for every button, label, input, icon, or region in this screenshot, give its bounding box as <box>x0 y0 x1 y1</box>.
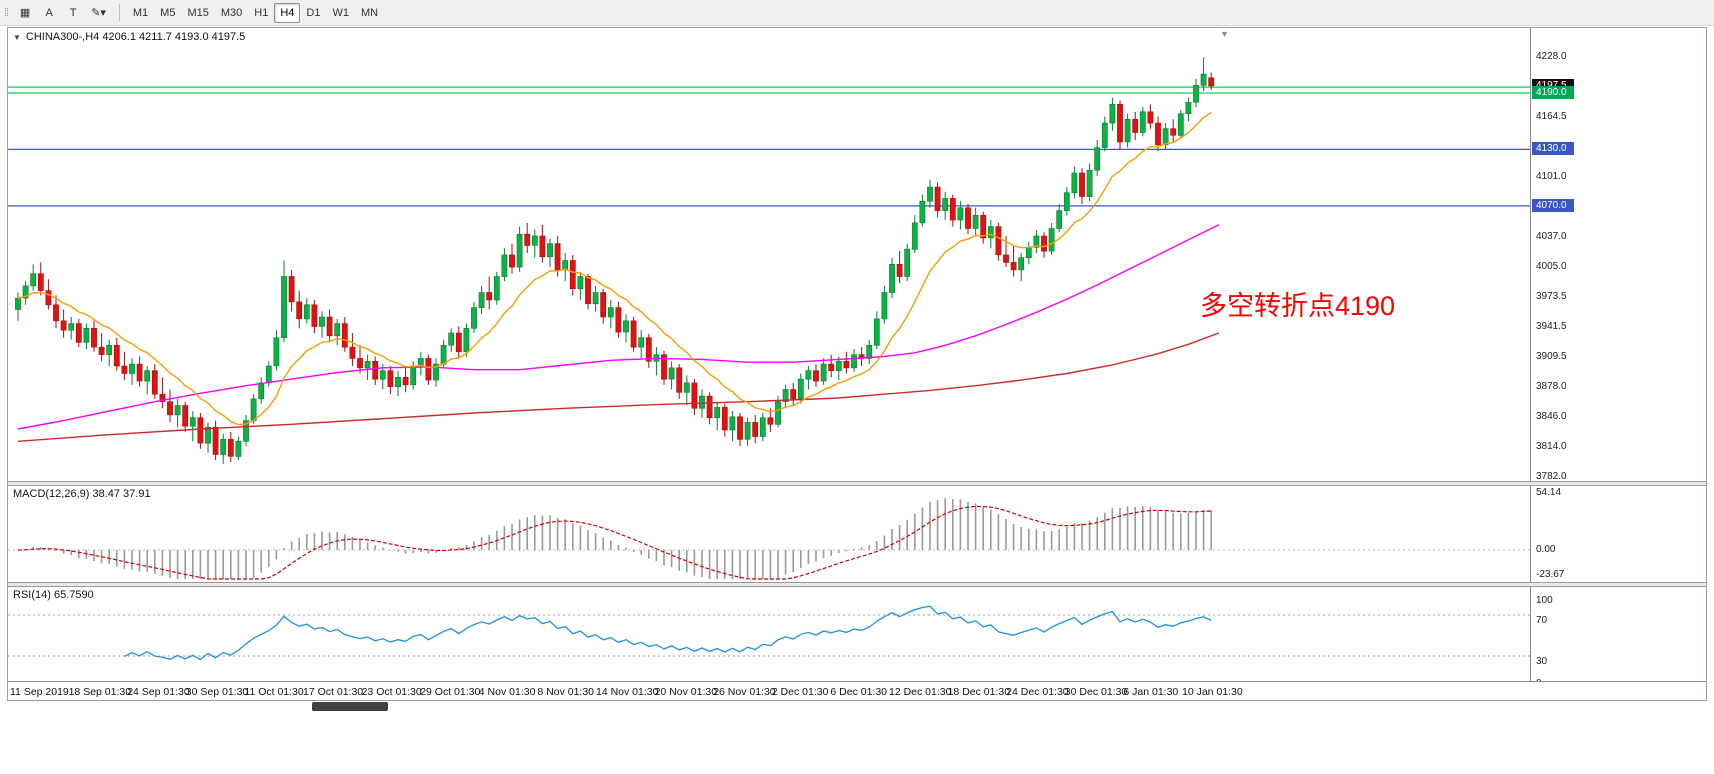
timeframe-m15-button[interactable]: M15 <box>187 6 209 19</box>
macd-panel[interactable] <box>8 486 1530 582</box>
price-label: 4164.5 <box>1536 110 1567 122</box>
rsi-axis-label: 100 <box>1536 595 1553 606</box>
timeframe-h4-button[interactable]: H4 <box>274 2 301 23</box>
time-label: 23 Oct 01:30 <box>361 686 422 698</box>
timeframe-m5-button[interactable]: M5 <box>160 6 176 19</box>
time-axis[interactable]: 11 Sep 2019 18 Sep 01:30 24 Sep 01:30 30 Se… <box>8 681 1706 700</box>
price-tag: 4070.0 <box>1532 198 1574 212</box>
time-label: 14 Nov 01:30 <box>596 686 659 698</box>
price-label: 3846.0 <box>1536 410 1567 422</box>
rsi-panel[interactable] <box>8 587 1530 681</box>
horizontal-lines <box>8 86 1530 207</box>
chart-annotation: 多空转折点4190 <box>1200 291 1396 321</box>
time-label: 11 Sep 2019 <box>10 686 69 698</box>
macd-label: MACD(12,26,9) 38.47 37.91 <box>13 488 151 500</box>
time-label: 18 Sep 01:30 <box>68 686 132 698</box>
timeframe-w1-button[interactable]: W1 <box>332 6 349 19</box>
price-label: 4037.0 <box>1536 230 1567 242</box>
timeframe-d1-button[interactable]: D1 <box>306 6 321 19</box>
time-label: 18 Dec 01:30 <box>947 686 1011 698</box>
cursor-tool-button[interactable]: A <box>45 6 53 19</box>
ma-orange-fast <box>17 112 1212 426</box>
toolbar-grip-icon[interactable]: ⁞⁞ <box>4 6 9 19</box>
bottom-scrollbar-thumb[interactable] <box>312 702 388 711</box>
rsi-label: RSI(14) 65.7590 <box>13 589 94 601</box>
rsi-axis-label: 70 <box>1536 615 1548 626</box>
timeframe-m30-button[interactable]: M30 <box>220 6 243 19</box>
price-label: 3973.5 <box>1536 290 1567 302</box>
price-label: 3909.5 <box>1536 351 1567 363</box>
price-tag: 4190.0 <box>1532 85 1574 99</box>
macd-axis-label: 54.14 <box>1536 487 1562 499</box>
candles <box>15 57 1215 464</box>
timeframe-mn-button[interactable]: MN <box>360 6 379 19</box>
time-label: 6 Jan 01:30 <box>1123 686 1179 698</box>
time-label: 30 Dec 01:30 <box>1064 686 1128 698</box>
toolbar-buttons: ▦ A T ✎▾ <box>13 2 112 23</box>
price-axis-line <box>1530 28 1531 681</box>
time-label: 24 Dec 01:30 <box>1006 686 1069 698</box>
panel-splitter-rsi[interactable] <box>8 582 1706 587</box>
rsi-axis-label: 30 <box>1536 656 1548 667</box>
time-label: 20 Nov 01:30 <box>654 686 718 698</box>
time-label: 10 Jan 01:30 <box>1182 686 1243 698</box>
time-label: 11 Oct 01:30 <box>244 686 304 698</box>
ma-magenta-mid <box>17 224 1220 430</box>
price-tag: 4130.0 <box>1532 142 1574 156</box>
time-label: 4 Nov 01:30 <box>478 686 536 698</box>
price-label: 3814.0 <box>1536 440 1567 452</box>
toolbar: ⁞⁞ ▦ A T ✎▾ M1 M5 M15 M30 H1 H4 D1 W1 MN <box>0 0 1714 26</box>
macd-axis-label: -23.67 <box>1536 568 1565 580</box>
macd-signal-line <box>17 505 1212 580</box>
time-label: 6 Dec 01:30 <box>830 686 888 698</box>
macd-histogram <box>24 498 1212 579</box>
price-label: 3878.0 <box>1536 380 1567 392</box>
chart-window[interactable]: ▼ CHINA300-,H4 4206.1 4211.7 4193.0 4197… <box>7 27 1707 701</box>
time-label: 24 Sep 01:30 <box>127 686 190 698</box>
time-label: 12 Dec 01:30 <box>889 686 952 698</box>
toolbar-separator <box>118 4 120 21</box>
timeframe-buttons: M1 M5 M15 M30 H1 H4 D1 W1 MN <box>127 2 384 23</box>
symbols-grid-button[interactable]: ▦ <box>19 6 31 19</box>
price-label: 4228.0 <box>1536 51 1567 63</box>
time-label: 29 Oct 01:30 <box>420 686 481 698</box>
time-label: 17 Oct 01:30 <box>303 686 364 698</box>
draw-color-button[interactable]: ✎▾ <box>91 6 106 19</box>
time-label: 26 Nov 01:30 <box>713 686 776 698</box>
collapse-icon[interactable]: ▼ <box>13 32 21 42</box>
chart-title: ▼ CHINA300-,H4 4206.1 4211.7 4193.0 4197… <box>13 31 245 43</box>
ma-red-slow <box>17 332 1220 442</box>
price-axis[interactable]: 4228.0 4164.5 4101.0 4037.0 4005.0 3973.5 3941… <box>1532 28 1706 689</box>
chart-shift-marker-icon[interactable]: ▼ <box>1220 29 1229 39</box>
price-label: 3782.0 <box>1536 471 1567 483</box>
main-price-chart[interactable] <box>8 28 1530 481</box>
text-tool-button[interactable]: T <box>69 6 77 19</box>
chart-title-text: CHINA300-,H4 4206.1 4211.7 4193.0 4197.5 <box>25 31 246 43</box>
panel-splitter-macd[interactable] <box>8 481 1706 486</box>
timeframe-h1-button[interactable]: H1 <box>254 6 269 19</box>
price-label: 4005.0 <box>1536 261 1567 273</box>
time-label: 30 Sep 01:30 <box>185 686 249 698</box>
price-label: 4101.0 <box>1536 170 1567 182</box>
macd-axis-label: 0.00 <box>1536 544 1556 555</box>
time-label: 2 Dec 01:30 <box>771 686 829 698</box>
price-label: 3941.5 <box>1536 320 1567 332</box>
rsi-line <box>124 605 1212 661</box>
time-label: 8 Nov 01:30 <box>537 686 595 698</box>
timeframe-m1-button[interactable]: M1 <box>132 6 149 19</box>
